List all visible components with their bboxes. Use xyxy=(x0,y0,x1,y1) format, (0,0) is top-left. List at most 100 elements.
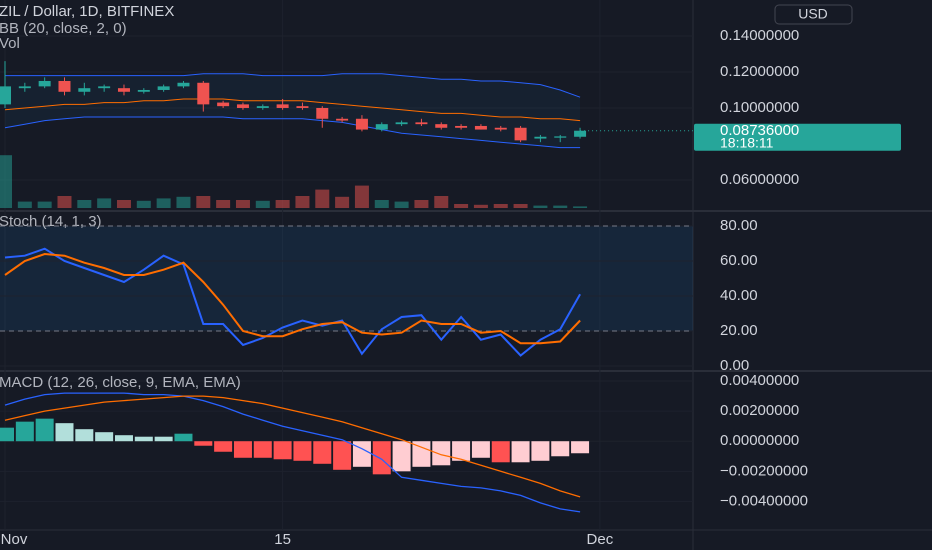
candle-body xyxy=(296,106,309,108)
volume-bar xyxy=(295,196,310,208)
volume-bar xyxy=(0,155,12,208)
volume-bar xyxy=(493,204,508,208)
volume-bar xyxy=(255,200,270,208)
candle-body xyxy=(236,104,249,108)
y-tick-label: −0.00200000 xyxy=(720,462,808,479)
candle-body xyxy=(38,80,51,87)
macd-histogram-bar xyxy=(412,441,431,467)
macd-histogram-bar xyxy=(55,423,74,442)
volume-bar xyxy=(97,198,112,208)
candle-body xyxy=(256,106,269,108)
volume-bar xyxy=(454,204,469,208)
candle-body xyxy=(316,107,329,119)
macd-histogram-bar xyxy=(531,441,550,461)
last-price-box xyxy=(694,123,901,151)
macd-histogram-bar xyxy=(15,421,34,442)
volume-bar xyxy=(473,204,488,208)
candle-body xyxy=(435,124,448,128)
volume-bar xyxy=(394,201,409,208)
macd-histogram-bar xyxy=(233,441,252,458)
candle-body xyxy=(395,122,408,125)
volume-bar xyxy=(354,185,369,208)
y-tick-label: 0.00200000 xyxy=(720,402,799,419)
volume-bar xyxy=(275,200,290,208)
macd-histogram-bar xyxy=(253,441,272,458)
volume-bar xyxy=(434,196,449,208)
x-tick-label: Dec xyxy=(587,531,614,548)
macd-histogram-bar xyxy=(194,441,213,446)
candle-body xyxy=(554,136,567,138)
macd-histogram-bar xyxy=(352,441,371,467)
macd-histogram-bar xyxy=(134,436,153,442)
volume-bar xyxy=(553,205,568,208)
candle-body xyxy=(117,88,130,92)
volume-bar xyxy=(17,201,32,208)
volume-bar xyxy=(176,196,191,208)
bb-legend: BB (20, close, 2, 0) xyxy=(0,20,127,37)
volume-bar xyxy=(315,189,330,208)
volume-bar xyxy=(116,200,131,208)
bb-lower xyxy=(4,116,581,149)
bb-background xyxy=(5,73,581,148)
volume-bar xyxy=(156,198,171,208)
macd-histogram-bar xyxy=(313,441,332,464)
stoch-band xyxy=(0,225,693,331)
y-tick-label: 40.00 xyxy=(720,287,758,304)
candle-body xyxy=(197,82,210,105)
macd-histogram-bar xyxy=(471,441,490,458)
y-tick-label: 0.12000000 xyxy=(720,63,799,80)
volume-bar xyxy=(414,200,429,208)
macd-histogram-bar xyxy=(432,441,451,466)
volume-bar xyxy=(136,200,151,208)
candle-body xyxy=(375,124,388,130)
macd-histogram-bar xyxy=(214,441,233,452)
macd-line xyxy=(4,395,581,498)
candle-body xyxy=(0,86,11,105)
volume-bar xyxy=(57,196,72,208)
x-tick-label: Nov xyxy=(1,531,28,548)
macd-histogram-bar xyxy=(372,441,391,475)
volume-bar xyxy=(77,200,92,208)
macd-histogram-bar xyxy=(75,429,94,442)
last-price-label: 0.08736000 xyxy=(720,122,799,139)
macd-histogram-bar xyxy=(174,433,193,442)
bb-upper xyxy=(5,73,581,98)
stoch-line xyxy=(4,252,581,345)
y-tick-label: −0.00400000 xyxy=(720,492,808,509)
candle-body xyxy=(98,86,111,89)
candle-body xyxy=(58,80,71,92)
y-tick-label: 0.14000000 xyxy=(720,27,799,44)
volume-bar xyxy=(573,206,588,208)
macd-histogram-bar xyxy=(273,441,292,460)
macd-histogram-bar xyxy=(571,441,590,454)
macd-histogram-bar xyxy=(0,427,14,442)
candle-body xyxy=(474,125,487,130)
candle-body xyxy=(157,86,170,90)
currency-button[interactable] xyxy=(774,4,853,25)
candle-body xyxy=(177,82,190,87)
macd-histogram-bar xyxy=(551,441,570,457)
macd-histogram-bar xyxy=(114,435,133,442)
volume-bar xyxy=(533,205,548,208)
volume-legend: Vol xyxy=(0,35,20,52)
candle-body xyxy=(494,127,507,130)
volume-bar xyxy=(513,204,528,208)
candle-body xyxy=(18,86,31,89)
candle-body xyxy=(514,127,527,141)
volume-bar xyxy=(235,200,250,208)
macd-histogram-bar xyxy=(293,441,312,461)
y-tick-label: 0.00400000 xyxy=(720,372,799,389)
y-tick-label: 20.00 xyxy=(720,322,758,339)
volume-bar xyxy=(374,200,389,208)
macd-histogram-bar xyxy=(491,441,510,463)
volume-bar xyxy=(196,196,211,208)
candle-body xyxy=(415,122,428,125)
symbol-title: ZIL / Dollar, 1D, BITFINEX xyxy=(0,3,174,20)
macd-line xyxy=(4,392,581,513)
candle-body xyxy=(355,118,368,130)
currency-label[interactable]: USD xyxy=(798,6,828,22)
stoch-legend: Stoch (14, 1, 3) xyxy=(0,213,102,230)
y-tick-label: 0.06000000 xyxy=(720,171,799,188)
stoch-line xyxy=(4,247,581,357)
candle-body xyxy=(217,102,230,107)
